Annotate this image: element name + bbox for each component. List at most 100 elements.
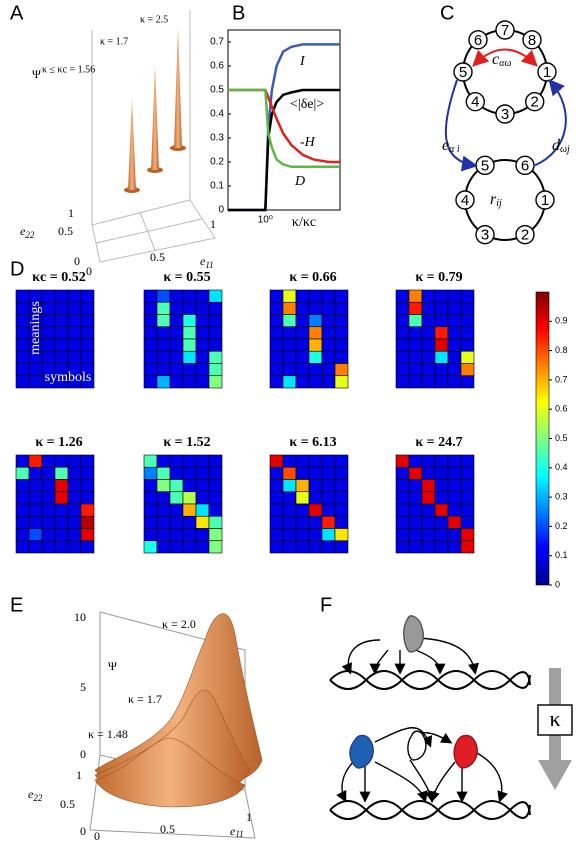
tick-label: 0 (80, 747, 86, 761)
heat-cell (322, 351, 335, 363)
heat-cell (29, 516, 42, 528)
heat-cell (270, 376, 283, 388)
heat-cell (16, 541, 29, 553)
colorbar-tick-label: 0.7 (555, 374, 568, 384)
shape (454, 736, 477, 769)
heat-cell (16, 351, 29, 363)
y-tick-label: 0.6 (210, 61, 224, 72)
y-tick-label: 0.1 (210, 181, 224, 192)
colorbar-tick-label: 0.6 (555, 404, 568, 414)
shape (475, 752, 502, 800)
tick-label: 1 (210, 217, 216, 231)
heat-cell (283, 529, 296, 541)
heat-cell (296, 455, 309, 467)
heat-cell (296, 529, 309, 541)
x-label: e11 (200, 254, 214, 270)
heat-cell (42, 339, 55, 351)
shape (174, 25, 182, 148)
heat-cell (335, 351, 348, 363)
map-title: κ = 24.7 (415, 435, 462, 450)
heat-cell (322, 504, 335, 516)
heat-cell (42, 455, 55, 467)
heat-cell (435, 467, 448, 479)
map-title: κ = 6.13 (289, 435, 336, 450)
heat-cell (283, 376, 296, 388)
heat-cell (435, 315, 448, 327)
heat-cell (422, 315, 435, 327)
heat-cell (283, 290, 296, 302)
heat-cell (55, 302, 68, 314)
heat-cell (448, 492, 461, 504)
heat-cell (296, 351, 309, 363)
heat-cell (29, 504, 42, 516)
heat-cell (81, 302, 94, 314)
shape (410, 760, 432, 800)
heat-cell (309, 290, 322, 302)
heat-cell (396, 302, 409, 314)
heat-cell (42, 529, 55, 541)
map-title: κ = 0.55 (163, 270, 210, 285)
heat-cell (183, 480, 196, 492)
node-label: 1 (543, 64, 551, 81)
heat-cell (183, 492, 196, 504)
heat-cell (183, 327, 196, 339)
heat-cell (309, 327, 322, 339)
heat-cell (16, 364, 29, 376)
heat-cell (144, 541, 157, 553)
heat-cell (283, 315, 296, 327)
heat-cell (81, 315, 94, 327)
heat-cell (55, 339, 68, 351)
heat-cell (448, 315, 461, 327)
heat-cell (170, 351, 183, 363)
heat-cell (209, 492, 222, 504)
heat-cell (335, 504, 348, 516)
heat-cell (196, 351, 209, 363)
heat-cell (335, 467, 348, 479)
edge-label: cαω (492, 51, 511, 70)
heat-cell (335, 302, 348, 314)
panel-d: κc = 0.52meaningssymbolsκ = 0.55κ = 0.66… (16, 270, 568, 589)
heat-cell (409, 480, 422, 492)
heat-cell (322, 492, 335, 504)
node-label: 4 (461, 192, 469, 209)
series-label: -H (300, 135, 316, 150)
heat-cell (396, 516, 409, 528)
node-label: 6 (521, 157, 529, 174)
heat-cell (157, 364, 170, 376)
heat-cell (144, 516, 157, 528)
colorbar-tick-label: 0.4 (555, 462, 568, 472)
node-label: 8 (528, 32, 536, 49)
heat-cell (42, 516, 55, 528)
heat-cell (170, 480, 183, 492)
heat-cell (270, 339, 283, 351)
heat-cell (409, 541, 422, 553)
figure: A Ψ κ = 2.5 κ = 1.7 κ ≤ κc = 1.56 e22 e1… (0, 0, 585, 842)
heat-cell (16, 492, 29, 504)
heat-cell (196, 504, 209, 516)
heat-cell (209, 351, 222, 363)
heat-cell (157, 516, 170, 528)
label-sub: α i (449, 144, 460, 155)
heat-cell (81, 541, 94, 553)
heat-cell (209, 480, 222, 492)
heat-cell (461, 302, 474, 314)
heat-cell (157, 351, 170, 363)
heat-cell (157, 327, 170, 339)
panel-e-surface (95, 614, 262, 807)
heat-cell (422, 455, 435, 467)
heat-cell (283, 467, 296, 479)
heat-cell (309, 492, 322, 504)
heat-cell (270, 315, 283, 327)
heat-cell (42, 492, 55, 504)
y-tick-label: 0.4 (210, 109, 224, 120)
heat-cell (283, 327, 296, 339)
heat-cell (435, 302, 448, 314)
heat-cell (55, 455, 68, 467)
heat-cell (170, 290, 183, 302)
heat-cell (144, 315, 157, 327)
heat-cell (157, 529, 170, 541)
heat-cell (144, 302, 157, 314)
heat-cell (396, 455, 409, 467)
tick-label: 1 (68, 206, 74, 220)
heat-cell (409, 455, 422, 467)
